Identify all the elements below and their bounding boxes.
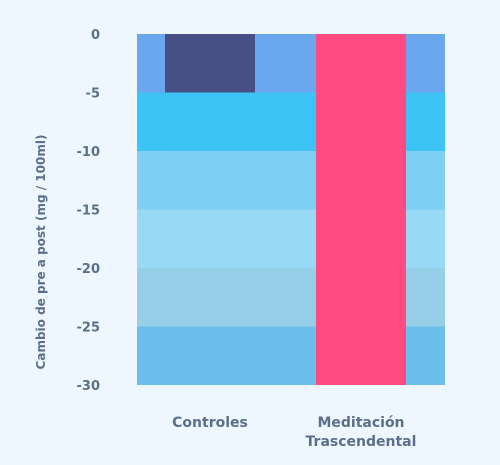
- y-axis-ticks: 0 -5 -10 -15 -20 -25 -30: [77, 28, 101, 394]
- y-tick-label: -5: [86, 87, 100, 102]
- y-tick-label: -20: [77, 262, 101, 277]
- x-category-label: Meditación Trascendental: [306, 415, 417, 450]
- y-tick-label: -25: [77, 321, 101, 336]
- x-category-label: Controles: [172, 415, 248, 431]
- bar-1: [316, 34, 406, 385]
- y-tick-label: -15: [77, 204, 101, 219]
- y-axis-title: Cambio de pre a post (mg / 100ml): [34, 135, 48, 370]
- y-tick-label: -10: [77, 145, 101, 160]
- y-tick-label: 0: [91, 28, 100, 43]
- y-tick-label: -30: [77, 379, 101, 394]
- bars: [165, 34, 406, 385]
- bar-0: [165, 34, 255, 93]
- x-axis-categories: Controles Meditación Trascendental: [172, 415, 416, 450]
